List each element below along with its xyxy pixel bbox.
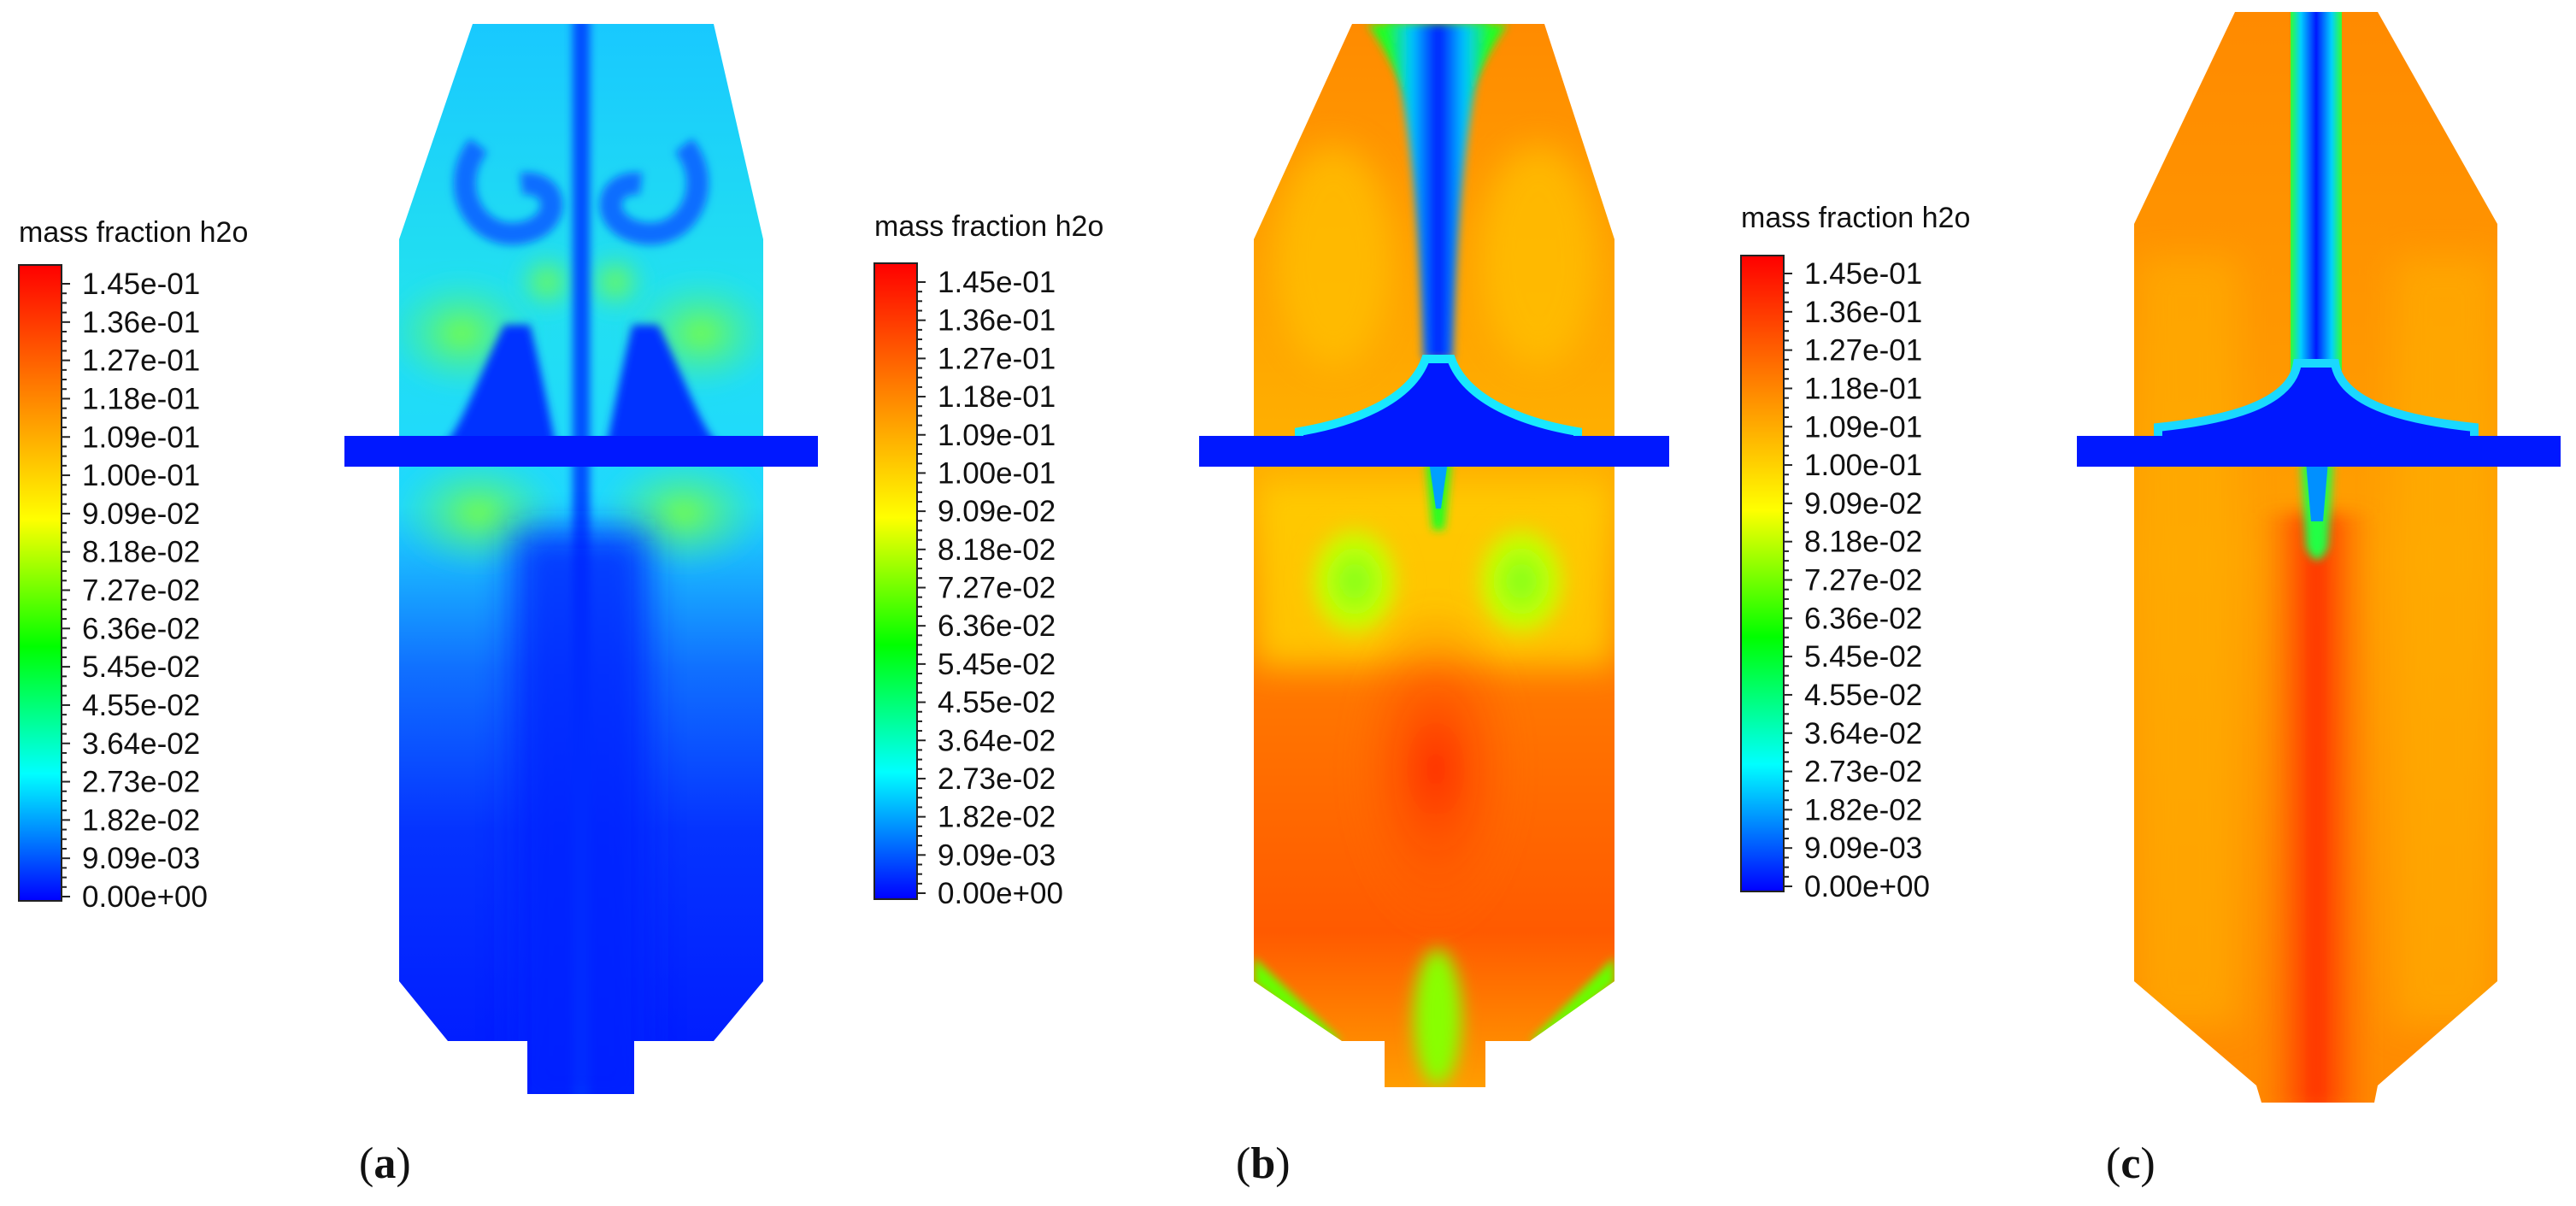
colorbar-tick-label: 5.45e-02 — [1804, 640, 1922, 674]
colorbar-tick-label: 1.82e-02 — [938, 801, 1056, 834]
colorbar-tick-label: 1.36e-01 — [938, 304, 1056, 338]
colorbar-tick-label: 7.27e-02 — [938, 572, 1056, 605]
colorbar-tick-label: 9.09e-03 — [82, 842, 200, 875]
colorbar-tick-label: 4.55e-02 — [1804, 679, 1922, 712]
colorbar-tick-label: 0.00e+00 — [82, 880, 208, 914]
colorbar-tick-label: 1.00e-01 — [82, 459, 200, 492]
colorbar-tick-label: 9.09e-02 — [938, 495, 1056, 528]
panel-label-a: (a) — [359, 1139, 411, 1188]
colorbar-tick-label: 2.73e-02 — [938, 762, 1056, 796]
colorbar-tick-label: 1.09e-01 — [82, 421, 200, 454]
colorbar-tick-label: 1.27e-01 — [938, 342, 1056, 375]
colorbar-tick-label: 9.09e-02 — [82, 497, 200, 531]
colorbar-tick-label: 6.36e-02 — [1804, 602, 1922, 635]
colorbar-tick-label: 1.36e-01 — [1804, 296, 1922, 329]
colorbar-tick-label: 1.18e-01 — [82, 382, 200, 415]
colorbar-tick-label: 1.09e-01 — [938, 419, 1056, 452]
colorbar-tick-label: 4.55e-02 — [82, 689, 200, 722]
colorbar — [873, 262, 918, 900]
colorbar-tick-label: 9.09e-03 — [938, 838, 1056, 872]
colorbar-tick-label: 1.45e-01 — [938, 266, 1056, 299]
panel-label-c: (c) — [2106, 1139, 2155, 1188]
colorbar-tick-label: 7.27e-02 — [82, 574, 200, 608]
colorbar-tick-label: 3.64e-02 — [1804, 717, 1922, 750]
colorbar-tick-label: 1.09e-01 — [1804, 410, 1922, 444]
legend-title: mass fraction h2o — [1741, 202, 1970, 234]
colorbar-tick-label: 9.09e-03 — [1804, 832, 1922, 865]
colorbar-tick-label: 8.18e-02 — [938, 533, 1056, 567]
contour-panel-a — [344, 24, 818, 1094]
contour-panel-b — [1199, 24, 1669, 1087]
panel-label-b: (b) — [1236, 1139, 1291, 1188]
colorbar-tick-label: 1.00e-01 — [1804, 449, 1922, 482]
colorbar-tick-label: 1.36e-01 — [82, 306, 200, 339]
colorbar-tick-label: 6.36e-02 — [938, 609, 1056, 643]
colorbar-tick-label: 8.18e-02 — [1804, 526, 1922, 559]
legend-title: mass fraction h2o — [874, 210, 1103, 243]
colorbar-tick-label: 1.27e-01 — [82, 344, 200, 378]
colorbar-legend-2: mass fraction h2o 1.45e-01 1.36e-01 1.27e-… — [873, 210, 1103, 910]
colorbar-tick-label: 1.82e-02 — [1804, 793, 1922, 827]
colorbar-tick-label: 0.00e+00 — [938, 877, 1063, 910]
colorbar-tick-label: 1.45e-01 — [82, 268, 200, 301]
colorbar-tick-label: 7.27e-02 — [1804, 564, 1922, 597]
colorbar-tick-label: 1.45e-01 — [1804, 257, 1922, 291]
colorbar-tick-label: 1.27e-01 — [1804, 334, 1922, 368]
colorbar-tick-label: 9.09e-02 — [1804, 487, 1922, 521]
colorbar-tick-label: 1.00e-01 — [938, 456, 1056, 490]
colorbar — [18, 264, 62, 902]
colorbar-tick-label: 6.36e-02 — [82, 612, 200, 645]
colorbar-tick-label: 8.18e-02 — [82, 536, 200, 569]
colorbar-tick-label: 0.00e+00 — [1804, 870, 1930, 903]
colorbar-tick-label: 1.18e-01 — [938, 380, 1056, 414]
legend-title: mass fraction h2o — [19, 216, 248, 249]
colorbar-tick-label: 5.45e-02 — [938, 648, 1056, 681]
colorbar-tick-label: 3.64e-02 — [938, 724, 1056, 757]
colorbar-tick-label: 1.18e-01 — [1804, 372, 1922, 405]
colorbar-tick-label: 5.45e-02 — [82, 650, 200, 684]
colorbar-tick-label: 2.73e-02 — [1804, 756, 1922, 789]
colorbar-legend-3: mass fraction h2o 1.45e-01 1.36e-01 1.27e-… — [1740, 202, 1970, 903]
colorbar-tick-label: 1.82e-02 — [82, 803, 200, 837]
colorbar-tick-label: 2.73e-02 — [82, 766, 200, 799]
contour-panel-c — [2077, 12, 2561, 1103]
colorbar-tick-label: 4.55e-02 — [938, 686, 1056, 720]
colorbar-legend-1: mass fraction h2o 1.45e-01 1.36e-01 1.27e-… — [18, 216, 248, 914]
colorbar-tick-label: 3.64e-02 — [82, 727, 200, 761]
colorbar — [1740, 255, 1785, 892]
